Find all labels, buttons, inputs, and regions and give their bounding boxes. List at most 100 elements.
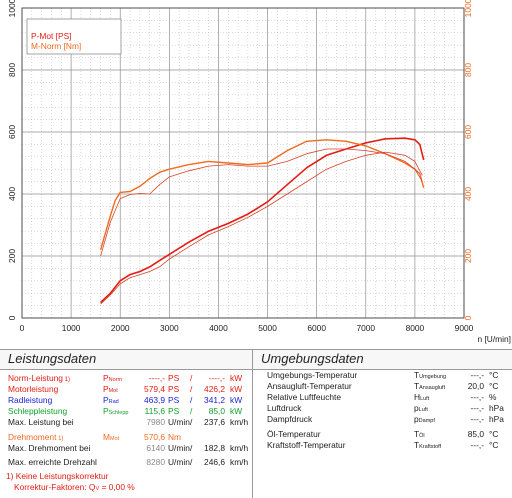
x-tick-label: 7000: [356, 323, 375, 333]
env-row-symbol: TKraftstoff: [414, 440, 442, 450]
perf-row-value-1: 7980: [146, 417, 165, 427]
perf-row-unit-1: Nm: [168, 432, 182, 442]
x-tick-label: 0: [20, 323, 25, 333]
perf-row-symbol-subscript: Mot: [108, 388, 118, 394]
perf-row-value-2: 237,6: [204, 417, 225, 427]
perf-row-label: Drehmoment 1): [8, 432, 64, 442]
env-row-value: ---,-: [470, 440, 484, 450]
y-left-tick-label: 800: [7, 63, 17, 77]
env-row-symbol-subscript: Luft: [420, 396, 430, 402]
perf-row-unit-2: km/h: [230, 417, 249, 427]
perf-row-symbol-subscript: Rad: [108, 399, 119, 405]
y-left-tick-label: 600: [7, 125, 17, 139]
axes: 0 1000 2000 3000 4000 5000 6000 7000 8000 9000020…: [7, 0, 474, 333]
perf-row-unit-2: kW: [230, 373, 243, 383]
dyno-chart: 0 1000 2000 3000 4000 5000 6000 7000 8000 9000020…: [7, 0, 511, 344]
perf-row-value-1: 579,4: [144, 384, 165, 394]
perf-row-unit-1: U/min: [168, 457, 190, 467]
env-row-value: ---,-: [470, 392, 484, 402]
y-right-tick-label: 800: [463, 63, 473, 77]
perf-row-value-1: 8280: [146, 457, 165, 467]
performance-panel-title: Leistungsdaten: [8, 351, 97, 366]
x-tick-label: 2000: [111, 323, 130, 333]
legend-entry-power: P-Mot [PS]: [31, 31, 72, 41]
y-left-tick-label: 200: [7, 249, 17, 263]
x-tick-label: 3000: [160, 323, 179, 333]
env-row-label: Öl-Temperatur: [267, 429, 321, 439]
correction-subscript: V: [95, 486, 100, 492]
perf-row-unit-1: PS: [168, 395, 180, 405]
perf-row-unit-1: PS: [168, 384, 180, 394]
y-left-tick-label: 400: [7, 187, 17, 201]
env-row-symbol-subscript: Ansaugluft: [419, 385, 446, 391]
perf-row-label: Max. erreichte Drehzahl: [8, 457, 97, 467]
series-line-power: [100, 137, 425, 304]
footnote-no-correction: 1) Keine Leistungskorrektur: [6, 471, 109, 481]
environment-panel: Umgebungsdaten Umgebungs-Temperatur TUmge…: [252, 349, 512, 498]
perf-row-value-2: 85,0: [208, 406, 225, 416]
y-right-tick-label: 0: [463, 315, 473, 320]
perf-row-value-1: 463,9: [144, 395, 165, 405]
y-right-tick-label: 600: [463, 125, 473, 139]
environment-panel-title: Umgebungsdaten: [261, 351, 364, 366]
env-row-value: 85,0: [467, 429, 484, 439]
perf-row-value-1: 115,6: [144, 406, 165, 416]
env-row-value: ---,-: [470, 370, 484, 380]
legend: P-Mot [PS] M-Norm [Nm]: [26, 18, 122, 55]
perf-row-symbol-subscript: Schlepp: [108, 410, 129, 416]
env-row-value: ---,-: [470, 414, 484, 424]
env-row-unit: °C: [489, 429, 499, 439]
x-tick-label: 9000: [455, 323, 474, 333]
perf-row-note: 1): [62, 377, 70, 383]
perf-row-value-1: 6140: [146, 443, 165, 453]
perf-row-value-2: 426,2: [204, 384, 225, 394]
perf-row-separator: /: [190, 395, 193, 405]
perf-row-label: Radleistung: [8, 395, 53, 405]
env-row-symbol: TAnsaugluft: [414, 381, 446, 391]
perf-row-unit-1: U/min: [168, 443, 190, 453]
perf-row-symbol: PMot: [103, 384, 118, 394]
plot-frame: [21, 7, 465, 319]
env-row-value: ---,-: [470, 403, 484, 413]
perf-row-label: Max. Leistung bei: [8, 417, 74, 427]
env-row-label: Kraftstoff-Temperatur: [267, 440, 346, 450]
x-axis-label: n [U/min]: [477, 334, 511, 344]
x-tick-label: 8000: [406, 323, 425, 333]
y-right-tick-label: 1000: [463, 0, 473, 17]
performance-panel-header: Leistungsdaten: [0, 349, 252, 370]
y-right-tick-label: 400: [463, 187, 473, 201]
perf-row-unit-2: kW: [230, 395, 243, 405]
perf-row-unit-1: PS: [168, 406, 180, 416]
grid: [21, 7, 465, 319]
perf-row-symbol-subscript: Norm: [108, 377, 123, 383]
footnote-correction-factors: Korrektur-Faktoren: QV = 0,00 %: [14, 482, 135, 494]
perf-row-label: Motorleistung: [8, 384, 59, 394]
perf-row-value-2: 341,2: [204, 395, 225, 405]
env-row-symbol-subscript: Kraftstoff: [419, 444, 442, 450]
env-row-label: Umgebungs-Temperatur: [267, 370, 358, 380]
env-row-label: Ansaugluft-Temperatur: [267, 381, 352, 391]
perf-row-separator: /: [190, 373, 193, 383]
perf-row-unit-2: kW: [230, 406, 243, 416]
env-row-symbol-subscript: Umgebung: [419, 374, 447, 380]
y-left-tick-label: 1000: [7, 0, 17, 17]
env-row-unit: °C: [489, 440, 499, 450]
env-row-symbol: TÖl: [414, 429, 425, 439]
perf-row-label: Schleppleistung: [8, 406, 68, 416]
perf-row-unit-1: U/min: [168, 417, 190, 427]
x-tick-label: 4000: [209, 323, 228, 333]
env-row-unit: hPa: [489, 414, 504, 424]
perf-row-label: Max. Drehmoment bei: [8, 443, 91, 453]
x-tick-label: 5000: [258, 323, 277, 333]
series-line-torque-thin: [100, 148, 423, 257]
env-row-label: Luftdruck: [267, 403, 302, 413]
env-row-unit: %: [489, 392, 497, 402]
x-tick-label: 1000: [62, 323, 81, 333]
perf-row-separator: /: [190, 384, 193, 394]
correction-label: Korrektur-Faktoren: Q: [14, 482, 96, 492]
series-line-power-thin: [100, 151, 423, 305]
perf-row-symbol: PSchlepp: [103, 406, 129, 416]
series-line-torque: [99, 139, 425, 250]
env-row-label: Dampfdruck: [267, 414, 313, 424]
perf-row-separator: /: [190, 443, 193, 453]
